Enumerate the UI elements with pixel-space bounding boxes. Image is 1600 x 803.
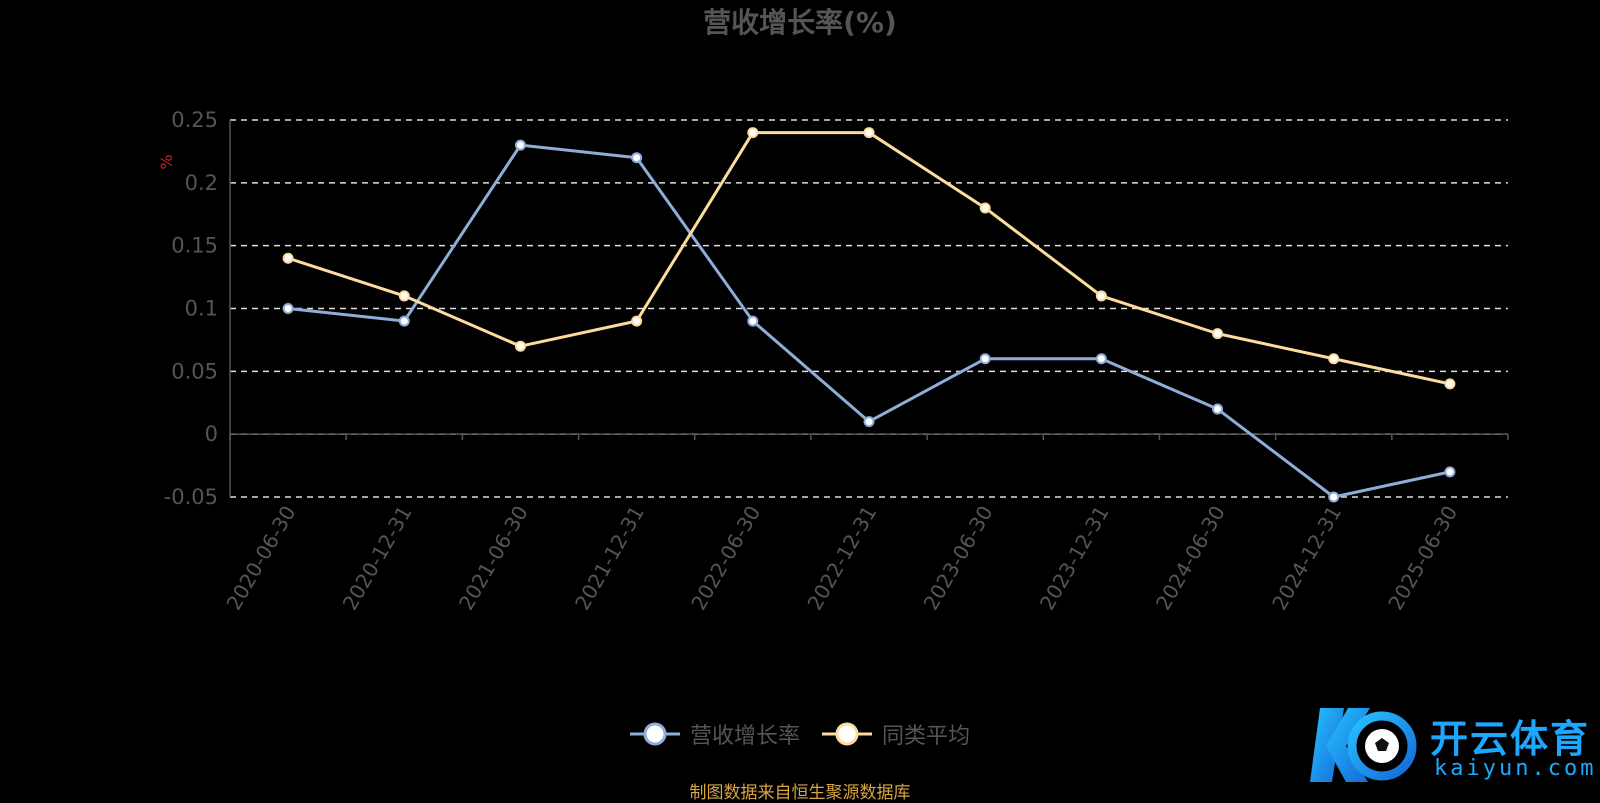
x-tick-label: 2023-12-31 <box>1035 502 1114 615</box>
data-point <box>1444 466 1456 478</box>
data-point <box>1095 353 1107 365</box>
data-point <box>747 315 759 327</box>
soccer-ball-logo-icon <box>1310 708 1417 782</box>
data-point <box>514 139 526 151</box>
y-tick-label: 0 <box>205 422 218 446</box>
chart-title: 营收增长率(%) <box>703 6 897 39</box>
x-tick-label: 2022-12-31 <box>802 502 881 615</box>
data-point <box>1095 290 1107 302</box>
series-layer <box>282 127 1456 503</box>
data-point <box>1328 491 1340 503</box>
data-point <box>398 315 410 327</box>
y-axis-label: % <box>157 154 176 169</box>
grid-lines <box>230 119 1508 498</box>
x-tick-label: 2023-06-30 <box>919 502 998 615</box>
y-tick-label: 0.1 <box>185 297 218 321</box>
y-tick-label: 0.05 <box>171 359 218 383</box>
logo-domain: kaiyun.com <box>1434 756 1597 781</box>
data-point <box>282 252 294 264</box>
data-point <box>979 202 991 214</box>
legend-marker-icon <box>629 722 680 746</box>
logo-brand-name: 开云体育 <box>1430 717 1591 761</box>
data-point <box>747 127 759 139</box>
y-tick-label: -0.05 <box>164 485 218 509</box>
data-point <box>1212 403 1224 415</box>
watermark-logo: 开云体育 kaiyun.com <box>1310 700 1593 790</box>
series-line-1 <box>287 131 1451 386</box>
x-tick-label: 2021-06-30 <box>454 502 533 615</box>
data-point <box>631 315 643 327</box>
legend-label-peer-average: 同类平均 <box>882 724 971 749</box>
legend-item-peer-average[interactable]: 同类平均 <box>822 718 970 750</box>
x-tick-label: 2020-12-31 <box>338 501 417 614</box>
data-point <box>863 416 875 428</box>
x-tick-label: 2024-06-30 <box>1151 502 1230 615</box>
data-point <box>863 127 875 139</box>
y-tick-label: 0.2 <box>185 171 218 195</box>
legend-label-revenue-growth: 营收增长率 <box>689 724 800 749</box>
legend-item-revenue-growth[interactable]: 营收增长率 <box>629 718 800 750</box>
legend: 营收增长率 同类平均 <box>0 718 1600 750</box>
y-tick-label: 0.25 <box>171 108 218 132</box>
data-point <box>1212 328 1224 340</box>
y-tick-label: 0.15 <box>171 234 218 258</box>
legend-marker-icon <box>822 722 872 746</box>
data-point <box>979 353 991 365</box>
data-point <box>514 340 526 352</box>
data-point <box>282 303 294 314</box>
x-tick-label: 2022-06-30 <box>686 502 765 615</box>
data-point <box>1444 378 1456 390</box>
x-tick-label: 2020-06-30 <box>222 502 301 615</box>
data-source-note: 制图数据来自恒生聚源数据库 <box>689 783 911 803</box>
x-tick-label: 2024-12-31 <box>1267 502 1346 615</box>
data-point <box>398 290 410 302</box>
data-point <box>631 152 643 164</box>
x-tick-label: 2021-12-31 <box>570 502 649 615</box>
x-tick-label: 2025-06-30 <box>1383 502 1462 615</box>
data-point <box>1328 353 1340 365</box>
